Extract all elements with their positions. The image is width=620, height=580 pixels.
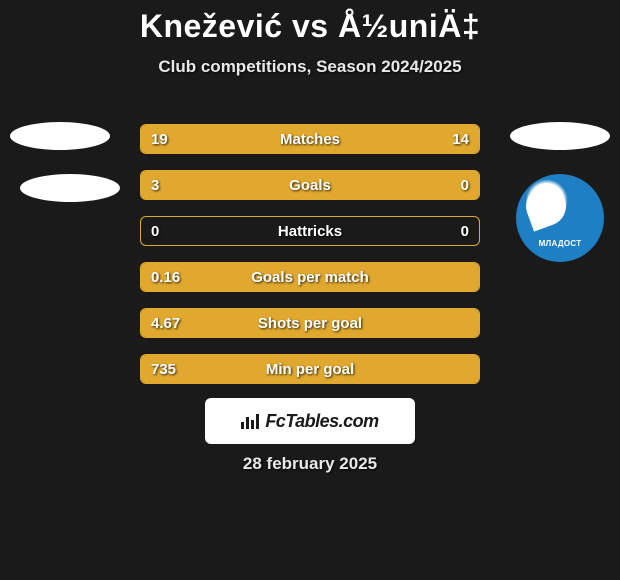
stat-value-left: 4.67: [151, 315, 180, 332]
left-logo-2: [20, 174, 120, 202]
stat-value-left: 3: [151, 177, 159, 194]
stat-label: Min per goal: [266, 361, 354, 378]
stat-label: Goals per match: [251, 269, 369, 286]
subtitle: Club competitions, Season 2024/2025: [0, 57, 620, 77]
right-logo-2: [516, 174, 604, 262]
stat-value-left: 0: [151, 223, 159, 240]
stat-row: 4.67 Shots per goal: [140, 308, 480, 338]
stat-value-left: 0.16: [151, 269, 180, 286]
stat-value-right: 14: [452, 131, 469, 148]
footer-date: 28 february 2025: [243, 454, 377, 474]
brand-badge: FcTables.com: [205, 398, 415, 444]
stat-label: Shots per goal: [258, 315, 362, 332]
page-title: Knežević vs Å½uniÄ‡: [0, 0, 620, 45]
right-logo-1: [510, 122, 610, 150]
stat-value-right: 0: [461, 223, 469, 240]
left-team-logos: [10, 122, 120, 226]
brand-chart-icon: [241, 413, 261, 429]
stat-value-left: 19: [151, 131, 168, 148]
right-team-logos: [510, 122, 610, 262]
stat-row: 0.16 Goals per match: [140, 262, 480, 292]
stat-row: 3 Goals 0: [140, 170, 480, 200]
stat-value-left: 735: [151, 361, 176, 378]
stat-row: 19 Matches 14: [140, 124, 480, 154]
stats-container: 19 Matches 14 3 Goals 0 0 Hattricks 0 0.16 Goals p…: [140, 124, 480, 400]
brand-text: FcTables.com: [265, 411, 378, 432]
stat-label: Matches: [280, 131, 340, 148]
stat-value-right: 0: [461, 177, 469, 194]
stat-row: 0 Hattricks 0: [140, 216, 480, 246]
left-logo-1: [10, 122, 110, 150]
stat-row: 735 Min per goal: [140, 354, 480, 384]
stat-label: Goals: [289, 177, 331, 194]
stat-label: Hattricks: [278, 223, 342, 240]
